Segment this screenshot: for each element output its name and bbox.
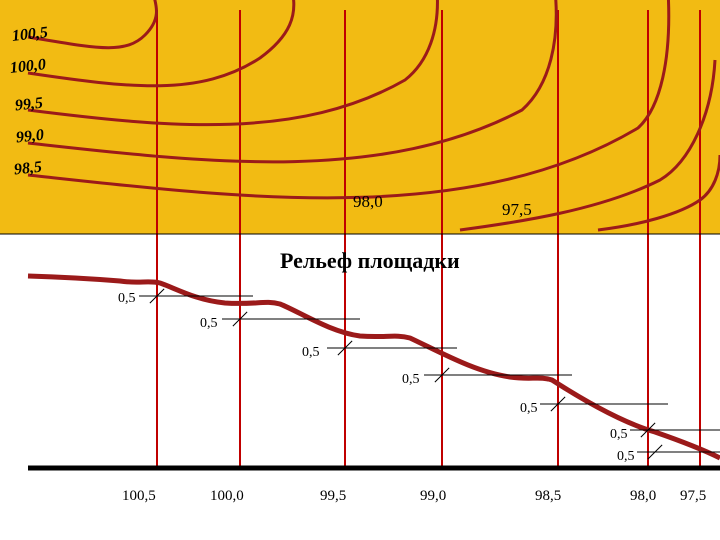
axis-label: 100,5: [122, 488, 156, 505]
diagram-title: Рельеф площадки: [280, 248, 460, 274]
axis-label: 98,5: [535, 488, 561, 505]
axis-label: 99,0: [420, 488, 446, 505]
contour-label: 98,5: [13, 159, 43, 180]
contour-label: 99,0: [15, 127, 45, 148]
step-label: 0,5: [610, 427, 628, 443]
contour-label: 100,5: [11, 24, 49, 46]
contour-label: 100,0: [9, 56, 47, 78]
contour-value-label: 97,5: [502, 200, 532, 220]
contour-label: 99,5: [14, 95, 44, 116]
axis-label: 98,0: [630, 488, 656, 505]
step-label: 0,5: [302, 345, 320, 361]
step-label: 0,5: [617, 449, 635, 465]
step-label: 0,5: [200, 316, 218, 332]
step-label: 0,5: [118, 291, 136, 307]
step-label: 0,5: [402, 372, 420, 388]
contour-value-label: 98,0: [353, 192, 383, 212]
axis-label: 97,5: [680, 488, 706, 505]
step-label: 0,5: [520, 401, 538, 417]
axis-label: 100,0: [210, 488, 244, 505]
axis-label: 99,5: [320, 488, 346, 505]
